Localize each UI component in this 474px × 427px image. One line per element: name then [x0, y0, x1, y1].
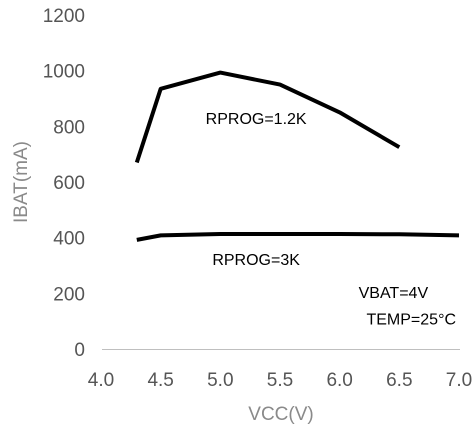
y-tick-label: 200 — [53, 284, 85, 305]
annotation-layer: RPROG=1.2K RPROG=3K VBAT=4V TEMP=25°C — [206, 111, 456, 328]
x-tick-labels: 4.0 4.5 5.0 5.5 6.0 6.5 7.0 — [88, 370, 472, 391]
annotation-label: RPROG=3K — [212, 252, 300, 269]
annotation-label: VBAT=4V — [359, 285, 429, 302]
series-layer — [134, 70, 460, 242]
x-tick-label: 4.5 — [147, 370, 173, 391]
y-tick-labels: 0 200 400 600 800 1000 1200 — [43, 6, 85, 361]
y-tick-label: 800 — [53, 117, 85, 138]
y-tick-label: 600 — [53, 173, 85, 194]
y-tick-label: 0 — [74, 340, 85, 361]
x-tick-label: 4.0 — [88, 370, 114, 391]
x-tick-label: 6.5 — [386, 370, 412, 391]
x-tick-label: 5.5 — [267, 370, 293, 391]
x-tick-label: 5.0 — [207, 370, 233, 391]
annotation-label: TEMP=25°C — [366, 311, 456, 328]
y-axis-title: IBAT(mA) — [11, 141, 32, 223]
annotation-label: RPROG=1.2K — [206, 111, 307, 128]
series-line-1 — [134, 70, 401, 164]
series-line-2 — [136, 232, 460, 242]
y-tick-label: 1200 — [43, 6, 85, 27]
x-axis-title: VCC(V) — [248, 404, 313, 425]
x-tick-label: 6.0 — [326, 370, 352, 391]
x-tick-label: 7.0 — [446, 370, 472, 391]
y-tick-label: 400 — [53, 229, 85, 250]
y-tick-label: 1000 — [43, 62, 85, 83]
